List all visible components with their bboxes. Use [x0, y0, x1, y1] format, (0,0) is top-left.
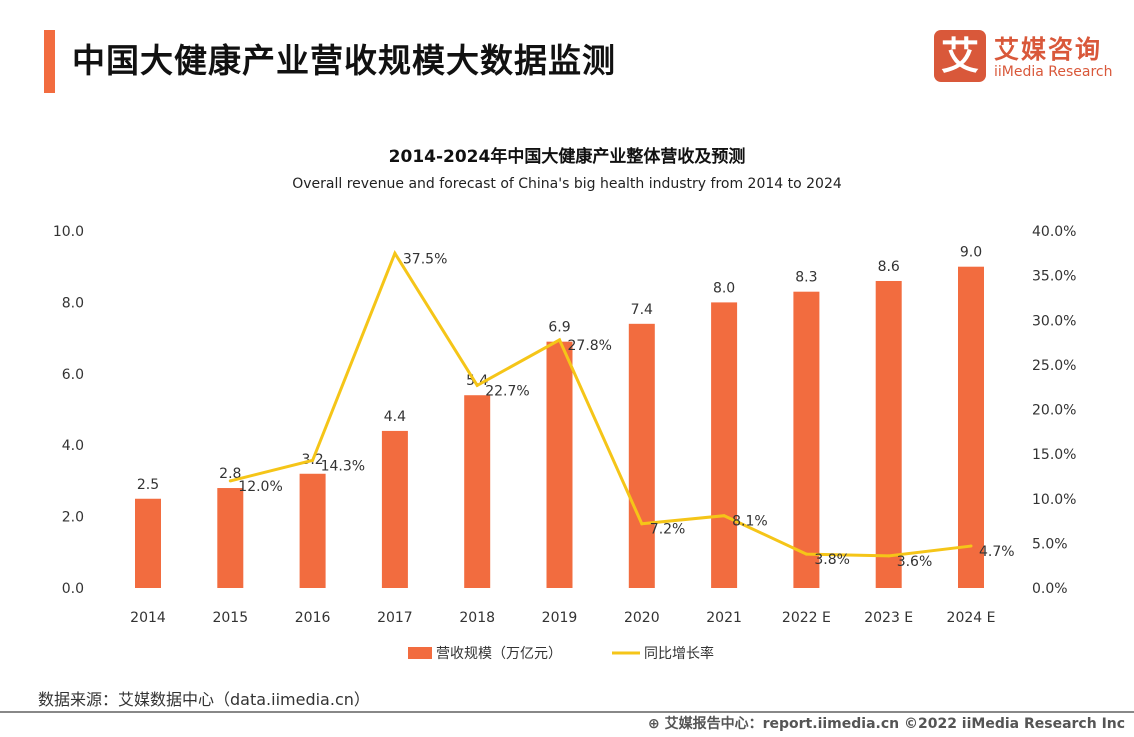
- y-right-tick: 35.0%: [1032, 269, 1076, 285]
- line-point: [311, 458, 315, 462]
- line-point: [804, 552, 808, 556]
- bar: [546, 341, 573, 588]
- source-note: 数据来源：艾媒数据中心（data.iimedia.cn）: [38, 690, 370, 709]
- line-label: 3.6%: [897, 554, 933, 570]
- line-point: [393, 251, 397, 255]
- y-right-tick: 15.0%: [1032, 447, 1076, 463]
- x-tick: 2022 E: [782, 610, 831, 626]
- line-point: [558, 338, 561, 342]
- line-point: [887, 554, 891, 558]
- y-right-tick: 30.0%: [1032, 313, 1076, 329]
- line-point: [640, 522, 644, 526]
- bar-label: 2.5: [137, 477, 159, 493]
- bar: [135, 498, 161, 588]
- x-tick: 2024 E: [947, 610, 996, 626]
- line-point: [722, 514, 726, 518]
- line-point: [475, 383, 479, 387]
- bar: [464, 395, 491, 588]
- line-label: 27.8%: [568, 338, 612, 354]
- x-tick: 2017: [377, 610, 413, 626]
- y-left-tick: 6.0: [62, 367, 84, 383]
- line-label: 8.1%: [732, 514, 768, 530]
- x-tick: 2023 E: [864, 610, 913, 626]
- y-right-tick: 40.0%: [1032, 224, 1076, 240]
- line-label: 4.7%: [979, 544, 1015, 560]
- line-label: 7.2%: [650, 522, 686, 538]
- globe-icon: ⊕: [648, 716, 660, 732]
- x-tick: 2014: [130, 610, 166, 626]
- bar-label: 8.0: [713, 280, 735, 296]
- bar: [958, 266, 984, 588]
- chart-title: 2014-2024年中国大健康产业整体营收及预测: [388, 147, 746, 167]
- y-left-tick: 0.0: [62, 581, 84, 597]
- y-right-tick: 10.0%: [1032, 492, 1076, 508]
- y-left-tick: 2.0: [62, 510, 84, 526]
- x-tick: 2020: [624, 610, 660, 626]
- bar: [628, 323, 655, 588]
- bar-label: 8.3: [795, 270, 817, 286]
- growth-line: [229, 249, 972, 558]
- logo-en: iiMedia Research: [994, 64, 1113, 80]
- y-right-tick: 0.0%: [1032, 581, 1068, 597]
- x-tick: 2016: [295, 610, 331, 626]
- y-right-tick: 20.0%: [1032, 403, 1076, 419]
- legend-bar-swatch: [408, 647, 432, 659]
- line-point: [969, 544, 973, 548]
- logo-mark: 艾: [934, 30, 986, 82]
- x-tick: 2018: [459, 610, 495, 626]
- bar-label: 9.0: [960, 245, 982, 261]
- line-label: 14.3%: [321, 458, 365, 474]
- line-label: 22.7%: [485, 383, 529, 399]
- bar: [217, 488, 244, 588]
- footer-label: 艾媒报告中心：report.iimedia.cn ©2022 iiMedia R…: [664, 716, 1126, 732]
- chart-subtitle: Overall revenue and forecast of China's …: [292, 176, 842, 192]
- page-title: 中国大健康产业营收规模大数据监测: [72, 41, 616, 80]
- bar: [299, 473, 326, 588]
- y-left-tick: 10.0: [53, 224, 84, 240]
- y-left-tick: 8.0: [62, 295, 84, 311]
- legend-bar-label: 营收规模（万亿元）: [436, 646, 562, 662]
- y-right-tick: 25.0%: [1032, 358, 1076, 374]
- x-tick: 2015: [212, 610, 248, 626]
- bar-label: 6.9: [548, 320, 570, 336]
- line-label: 37.5%: [403, 251, 447, 267]
- bar: [381, 430, 408, 588]
- footer-text: ⊕ 艾媒报告中心：report.iimedia.cn ©2022 iiMedia…: [648, 713, 1125, 733]
- bar-label: 4.4: [384, 409, 406, 425]
- x-tick: 2019: [542, 610, 578, 626]
- logo-cn: 艾媒咨询: [994, 35, 1103, 64]
- line-label: 12.0%: [238, 479, 282, 495]
- line-label: 3.8%: [814, 552, 850, 568]
- bar-label: 8.6: [878, 259, 900, 275]
- bar: [711, 302, 738, 588]
- x-tick: 2021: [706, 610, 742, 626]
- logo: 艾 艾媒咨询 iiMedia Research: [934, 30, 1114, 86]
- title-accent-bar: [44, 30, 55, 93]
- y-right-tick: 5.0%: [1032, 536, 1068, 552]
- line-point: [228, 479, 232, 483]
- y-left-tick: 4.0: [62, 438, 84, 454]
- bar: [793, 291, 820, 588]
- footer-divider: [0, 711, 1134, 713]
- bar-label: 7.4: [631, 302, 653, 318]
- legend-line-label: 同比增长率: [644, 645, 714, 662]
- bar: [875, 280, 902, 588]
